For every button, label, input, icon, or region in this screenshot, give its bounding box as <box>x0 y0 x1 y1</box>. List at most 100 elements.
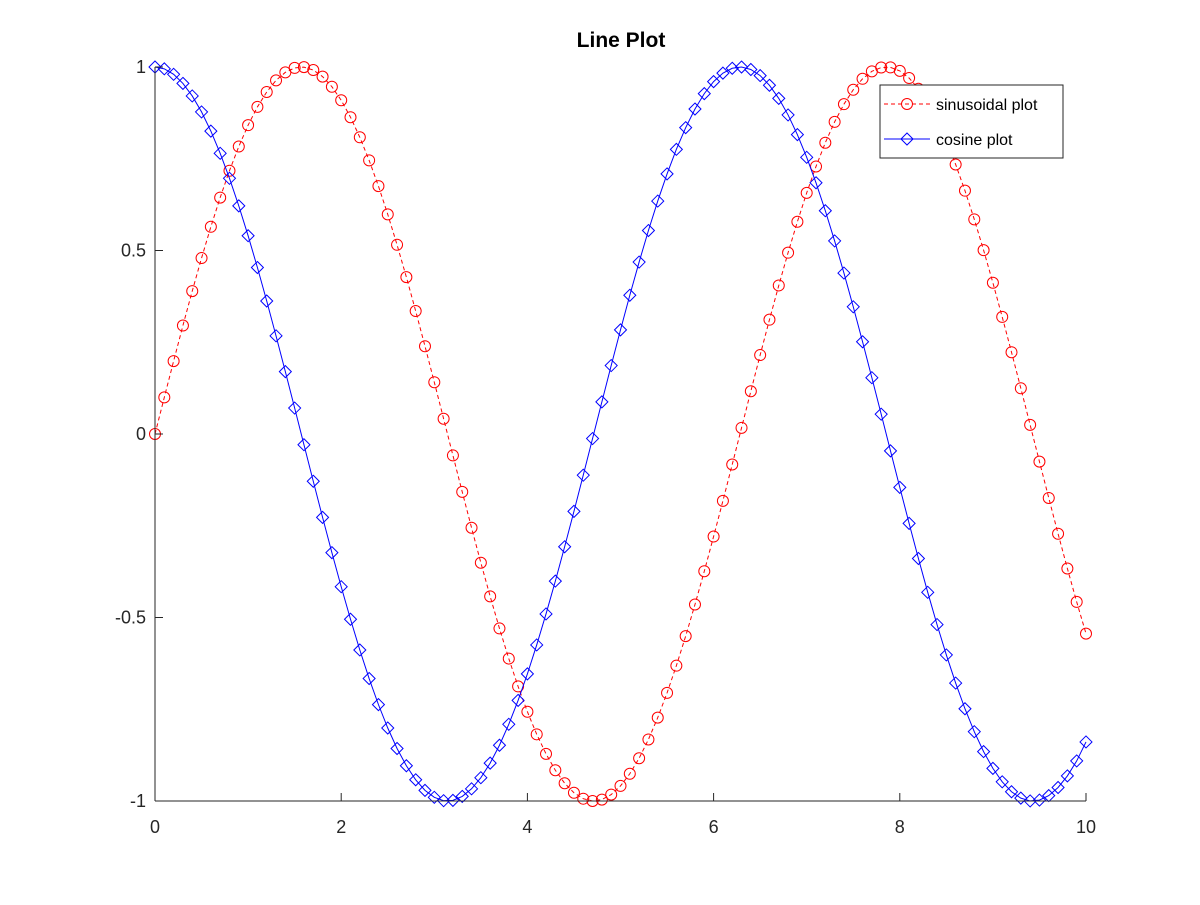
data-point-cosine-plot <box>883 444 898 458</box>
data-point-sinusoidal-plot <box>260 85 273 98</box>
data-point-sinusoidal-plot <box>325 80 338 93</box>
x-tick-label: 10 <box>1076 817 1096 837</box>
data-point-sinusoidal-plot <box>670 659 683 672</box>
data-point-sinusoidal-plot <box>1005 346 1018 359</box>
data-point-sinusoidal-plot <box>167 355 180 368</box>
data-point-sinusoidal-plot <box>968 213 981 226</box>
data-point-sinusoidal-plot <box>353 131 366 144</box>
data-point-cosine-plot <box>1079 735 1093 749</box>
data-point-cosine-plot <box>334 580 348 594</box>
data-point-cosine-plot <box>651 194 665 208</box>
legend: sinusoidal plot cosine plot <box>879 84 1064 159</box>
data-point-sinusoidal-plot <box>288 61 301 74</box>
data-point-sinusoidal-plot <box>1042 491 1055 504</box>
data-point-cosine-plot <box>585 431 600 446</box>
data-point-cosine-plot <box>641 223 656 238</box>
data-point-cosine-plot <box>595 395 609 409</box>
data-point-cosine-plot <box>548 574 563 588</box>
data-point-sinusoidal-plot <box>949 158 962 171</box>
data-point-cosine-plot <box>1069 754 1084 768</box>
data-point-sinusoidal-plot <box>493 622 506 635</box>
data-point-sinusoidal-plot <box>186 285 199 298</box>
data-point-sinusoidal-plot <box>270 74 283 87</box>
data-point-sinusoidal-plot <box>381 208 394 221</box>
data-point-cosine-plot <box>567 504 581 519</box>
data-point-sinusoidal-plot <box>986 276 999 289</box>
y-tick-label: 0.5 <box>121 241 146 261</box>
data-point-cosine-plot <box>911 551 926 566</box>
legend-label-sinusoidal-plot: sinusoidal plot <box>936 97 1038 114</box>
data-point-cosine-plot <box>734 60 749 74</box>
data-point-cosine-plot <box>1042 788 1056 803</box>
data-point-cosine-plot <box>790 127 805 142</box>
data-point-cosine-plot <box>446 793 460 808</box>
data-point-cosine-plot <box>902 516 916 531</box>
data-point-sinusoidal-plot <box>316 70 329 83</box>
data-point-cosine-plot <box>530 638 544 652</box>
data-point-sinusoidal-plot <box>446 449 459 462</box>
series-cosine-plot <box>148 60 1093 808</box>
data-point-cosine-plot <box>343 612 358 626</box>
legend-box <box>879 84 1064 159</box>
data-point-sinusoidal-plot <box>437 412 450 425</box>
data-point-cosine-plot <box>492 738 507 752</box>
series-layer <box>148 60 1093 808</box>
data-point-cosine-plot <box>381 721 395 735</box>
data-point-sinusoidal-plot <box>176 319 189 332</box>
data-point-sinusoidal-plot <box>595 793 608 806</box>
data-point-sinusoidal-plot <box>791 215 804 228</box>
data-point-sinusoidal-plot <box>875 61 888 74</box>
data-point-sinusoidal-plot <box>735 421 748 434</box>
x-tick-label: 0 <box>150 817 160 837</box>
data-point-sinusoidal-plot <box>484 590 497 603</box>
data-point-sinusoidal-plot <box>558 777 571 790</box>
data-point-sinusoidal-plot <box>204 220 217 233</box>
data-point-cosine-plot <box>1014 791 1028 805</box>
series-sinusoidal-plot <box>149 61 1092 807</box>
data-point-sinusoidal-plot <box>344 111 357 124</box>
data-point-sinusoidal-plot <box>623 767 636 780</box>
data-point-sinusoidal-plot <box>1024 418 1037 431</box>
data-point-sinusoidal-plot <box>1080 627 1092 640</box>
series-line-cosine-plot <box>154 66 1087 802</box>
data-point-sinusoidal-plot <box>502 652 515 665</box>
data-point-sinusoidal-plot <box>232 140 245 153</box>
data-point-sinusoidal-plot <box>633 752 646 765</box>
data-point-cosine-plot <box>604 358 618 373</box>
data-point-sinusoidal-plot <box>847 83 860 96</box>
data-point-cosine-plot <box>827 234 842 248</box>
data-point-cosine-plot <box>1004 785 1019 799</box>
data-point-cosine-plot <box>185 89 199 103</box>
series-line-sinusoidal-plot <box>154 66 1087 802</box>
data-point-cosine-plot <box>939 648 954 662</box>
data-point-cosine-plot <box>678 120 693 135</box>
data-point-sinusoidal-plot <box>577 792 590 805</box>
data-point-sinusoidal-plot <box>456 485 469 498</box>
data-point-cosine-plot <box>166 67 181 82</box>
data-point-sinusoidal-plot <box>958 184 971 197</box>
data-point-sinusoidal-plot <box>307 64 320 77</box>
data-point-cosine-plot <box>660 167 674 181</box>
data-point-sinusoidal-plot <box>428 376 441 389</box>
data-point-cosine-plot <box>781 108 795 122</box>
data-point-sinusoidal-plot <box>465 521 478 534</box>
data-point-sinusoidal-plot <box>837 98 850 111</box>
data-point-sinusoidal-plot <box>661 686 674 699</box>
data-point-cosine-plot <box>297 438 311 452</box>
data-point-cosine-plot <box>287 401 302 415</box>
data-point-sinusoidal-plot <box>614 779 627 792</box>
data-point-cosine-plot <box>232 199 246 213</box>
ticks: 0 2 4 6 8 10 -1 -0.5 0 0.5 1 <box>115 57 1096 837</box>
data-point-cosine-plot <box>613 323 628 337</box>
data-point-cosine-plot <box>325 545 339 560</box>
data-point-cosine-plot <box>278 364 293 379</box>
data-point-cosine-plot <box>976 744 991 759</box>
data-point-sinusoidal-plot <box>698 565 711 578</box>
data-point-cosine-plot <box>353 643 367 657</box>
data-point-sinusoidal-plot <box>828 115 841 128</box>
data-point-cosine-plot <box>204 124 218 138</box>
data-point-sinusoidal-plot <box>772 279 785 292</box>
data-point-cosine-plot <box>213 146 227 161</box>
data-point-sinusoidal-plot <box>856 72 869 85</box>
data-point-cosine-plot <box>455 789 469 804</box>
